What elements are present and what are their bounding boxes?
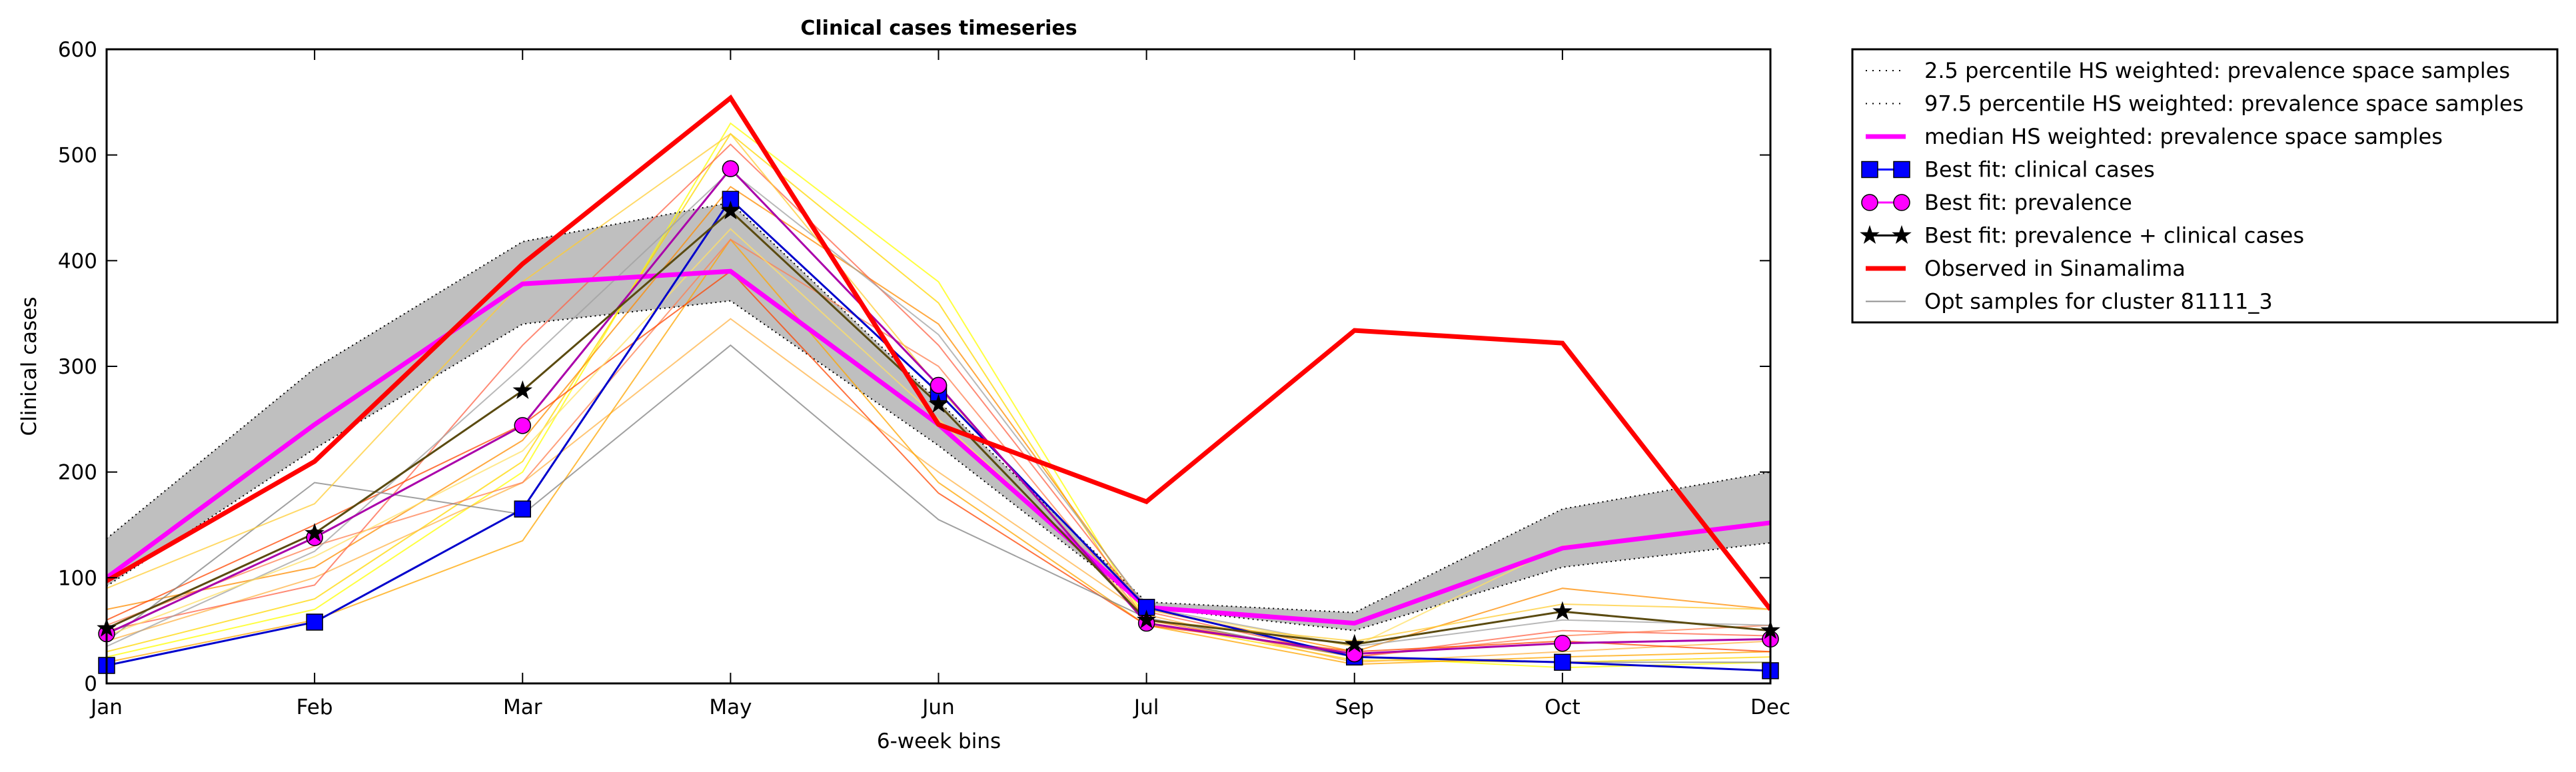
y-axis: 0 100 200 300 400 500 600 — [58, 38, 1770, 696]
data-point — [1554, 653, 1571, 671]
legend-label: 97.5 percentile HS weighted: prevalence … — [1924, 91, 2523, 117]
x-axis-label: 6-week bins — [877, 729, 1001, 753]
legend-label: Opt samples for cluster 81111_3 — [1924, 289, 2273, 314]
opt-sample-line — [107, 143, 1770, 658]
legend-marker — [1893, 194, 1910, 211]
data-point — [305, 523, 324, 542]
opt-sample-line — [107, 318, 1770, 663]
percentile-band-fill — [107, 202, 1770, 631]
y-tick-label: 500 — [58, 144, 97, 168]
x-tick-label: Jun — [921, 695, 954, 719]
data-point — [512, 380, 533, 400]
legend-marker — [1861, 194, 1878, 211]
legend-label: median HS weighted: prevalence space sam… — [1924, 124, 2443, 149]
y-tick-label: 400 — [58, 249, 97, 273]
legend-marker — [1893, 161, 1910, 179]
opt-sample-line — [107, 238, 1770, 665]
x-tick-label: Jan — [89, 695, 123, 719]
y-tick-label: 300 — [58, 355, 97, 379]
opt-sample-line — [107, 170, 1770, 647]
legend-entry: median HS weighted: prevalence space sam… — [1866, 124, 2443, 149]
x-tick-label: Sep — [1335, 695, 1374, 719]
data-point — [1344, 633, 1365, 653]
legend-label: 2.5 percentile HS weighted: prevalence s… — [1924, 58, 2510, 83]
opt-sample-line — [107, 270, 1770, 653]
data-point — [720, 200, 741, 220]
legend-entry: Best fit: prevalence — [1861, 190, 2132, 215]
y-tick-label: 0 — [84, 672, 97, 696]
data-point — [514, 500, 531, 518]
data-point — [306, 613, 323, 631]
y-axis-label: Clinical cases — [17, 296, 41, 436]
legend-entry: Best fit: prevalence + clinical cases — [1860, 223, 2304, 248]
x-tick-label: Dec — [1750, 695, 1790, 719]
legend-marker — [1861, 161, 1878, 179]
legend-box — [1851, 48, 2559, 324]
legend: 2.5 percentile HS weighted: prevalence s… — [1851, 48, 2559, 324]
opt-sample-line — [107, 238, 1770, 658]
data-point — [514, 417, 531, 434]
chart-title: Clinical cases timeseries — [800, 17, 1077, 40]
opt-sample-line — [107, 122, 1770, 669]
data-point — [1136, 609, 1157, 629]
legend-label: Best fit: prevalence + clinical cases — [1924, 223, 2304, 248]
y-tick-label: 100 — [58, 566, 97, 590]
legend-label: Best fit: prevalence — [1924, 190, 2132, 215]
legend-marker — [1892, 224, 1912, 244]
legend-entry: Observed in Sinamalima — [1866, 256, 2186, 281]
series-line-4 — [107, 94, 1770, 611]
legend-entry: Opt samples for cluster 81111_3 — [1866, 289, 2273, 314]
y-tick-label: 600 — [58, 38, 97, 62]
data-point — [1554, 634, 1571, 652]
legend-entry: 2.5 percentile HS weighted: prevalence s… — [1866, 58, 2510, 83]
series-line-p2_5 — [107, 300, 1770, 631]
legend-label: Best fit: clinical cases — [1924, 157, 2155, 183]
series-line-p97_5 — [107, 202, 1770, 613]
legend-entry: 97.5 percentile HS weighted: prevalence … — [1866, 91, 2523, 117]
opt-sample-lines — [107, 122, 1770, 669]
x-tick-label: Oct — [1545, 695, 1581, 719]
x-tick-label: May — [709, 695, 752, 719]
data-point — [930, 376, 948, 394]
x-tick-label: Jul — [1133, 695, 1159, 719]
legend-entry: Best fit: clinical cases — [1861, 157, 2155, 183]
x-axis: Jan Feb Mar May Jun Jul Sep Oct Dec — [89, 49, 1790, 719]
data-point — [1553, 601, 1573, 620]
opt-sample-line — [107, 133, 1770, 663]
x-tick-label: Feb — [297, 695, 333, 719]
opt-sample-line — [107, 228, 1770, 647]
legend-label: Observed in Sinamalima — [1924, 256, 2186, 281]
y-tick-label: 200 — [58, 461, 97, 485]
data-point — [722, 160, 740, 178]
percentile-band — [107, 202, 1770, 631]
data-point — [928, 394, 949, 413]
legend-marker — [1860, 224, 1880, 244]
x-tick-label: Mar — [503, 695, 542, 719]
